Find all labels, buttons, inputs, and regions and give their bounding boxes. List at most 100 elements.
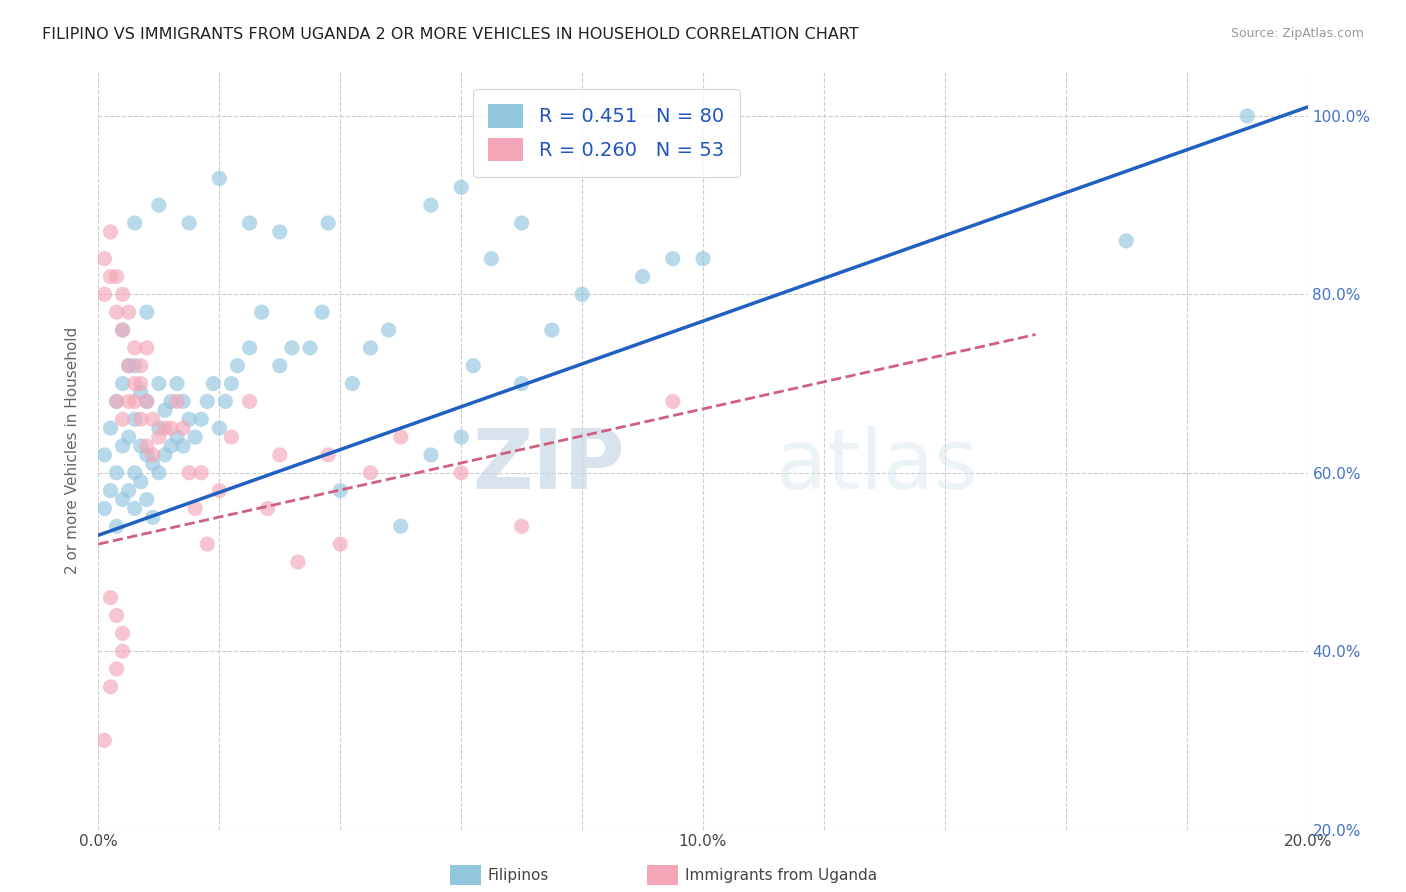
Point xyxy=(129,412,152,426)
Point xyxy=(329,537,352,551)
Point xyxy=(360,341,382,355)
Point xyxy=(389,519,412,533)
Point xyxy=(93,733,115,747)
Point xyxy=(111,492,134,507)
Y-axis label: 2 or more Vehicles in Household: 2 or more Vehicles in Household xyxy=(65,326,80,574)
Point xyxy=(135,448,157,462)
Point xyxy=(172,439,194,453)
Point xyxy=(342,376,364,391)
Point xyxy=(100,269,122,284)
Point xyxy=(142,412,165,426)
Point xyxy=(510,216,533,230)
Point xyxy=(118,359,141,373)
Point xyxy=(148,376,170,391)
Point xyxy=(1115,234,1137,248)
Point xyxy=(316,448,339,462)
Point xyxy=(129,376,152,391)
Point xyxy=(184,430,207,444)
Point xyxy=(287,555,309,569)
Point xyxy=(166,394,188,409)
Point xyxy=(269,448,291,462)
Point xyxy=(105,269,128,284)
Point xyxy=(100,483,122,498)
Point xyxy=(105,394,128,409)
Point xyxy=(105,519,128,533)
Point xyxy=(118,394,141,409)
Point xyxy=(661,252,683,266)
Point xyxy=(450,466,472,480)
Point xyxy=(111,439,134,453)
Point xyxy=(124,466,146,480)
Point xyxy=(450,180,472,194)
Point xyxy=(329,483,352,498)
Point xyxy=(510,519,533,533)
Point xyxy=(281,341,304,355)
Point xyxy=(256,501,278,516)
Point xyxy=(100,421,122,435)
Point xyxy=(463,359,485,373)
Point xyxy=(239,394,262,409)
Point xyxy=(135,439,157,453)
Point xyxy=(105,394,128,409)
Point xyxy=(202,376,225,391)
Point xyxy=(239,216,262,230)
Point xyxy=(153,448,176,462)
Point xyxy=(148,466,170,480)
Point xyxy=(540,323,562,337)
Point xyxy=(124,412,146,426)
Point xyxy=(311,305,333,319)
Point xyxy=(111,412,134,426)
Point xyxy=(148,198,170,212)
Point xyxy=(129,475,152,489)
Point xyxy=(118,305,141,319)
Point xyxy=(111,323,134,337)
Point xyxy=(129,385,152,400)
Point xyxy=(118,483,141,498)
Point xyxy=(184,501,207,516)
Point xyxy=(93,287,115,301)
Point xyxy=(160,439,183,453)
Point xyxy=(135,305,157,319)
Point xyxy=(124,216,146,230)
Point xyxy=(135,394,157,409)
Point xyxy=(172,421,194,435)
Point xyxy=(221,376,243,391)
Point xyxy=(124,341,146,355)
Point xyxy=(111,376,134,391)
Text: ZIP: ZIP xyxy=(472,425,624,506)
Point xyxy=(208,171,231,186)
Legend: R = 0.451   N = 80, R = 0.260   N = 53: R = 0.451 N = 80, R = 0.260 N = 53 xyxy=(472,88,740,177)
Point xyxy=(160,394,183,409)
Point xyxy=(179,216,201,230)
Point xyxy=(111,626,134,640)
Point xyxy=(105,466,128,480)
Point xyxy=(129,359,152,373)
Point xyxy=(93,448,115,462)
Point xyxy=(214,394,236,409)
Point xyxy=(179,412,201,426)
Point xyxy=(105,608,128,623)
Point xyxy=(179,466,201,480)
Point xyxy=(316,216,339,230)
Point xyxy=(420,448,443,462)
Point xyxy=(135,492,157,507)
Point xyxy=(148,421,170,435)
Point xyxy=(100,225,122,239)
Point xyxy=(172,394,194,409)
Point xyxy=(124,394,146,409)
Point xyxy=(239,341,262,355)
Point xyxy=(111,644,134,658)
Point xyxy=(1236,109,1258,123)
Text: Immigrants from Uganda: Immigrants from Uganda xyxy=(685,869,877,883)
Point xyxy=(124,376,146,391)
Point xyxy=(299,341,322,355)
Point xyxy=(118,359,141,373)
Point xyxy=(105,305,128,319)
Point xyxy=(111,323,134,337)
Point xyxy=(135,394,157,409)
Point xyxy=(377,323,399,337)
Point xyxy=(166,430,188,444)
Point xyxy=(100,680,122,694)
Point xyxy=(190,412,212,426)
Point xyxy=(124,501,146,516)
